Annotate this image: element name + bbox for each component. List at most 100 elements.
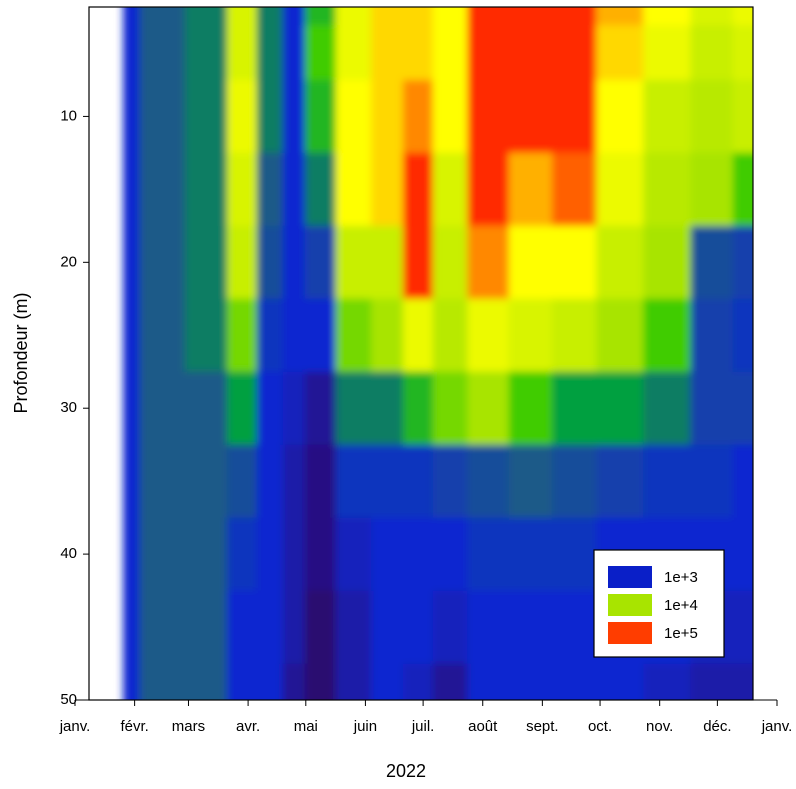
y-tick-label: 20 — [60, 253, 77, 270]
x-tick-label: juil. — [411, 718, 435, 735]
contour-cell — [123, 79, 140, 154]
contour-cell — [335, 298, 372, 373]
contour-cell — [123, 590, 140, 665]
contour-cell — [467, 663, 510, 700]
contour-cell — [139, 225, 186, 300]
contour-cell — [643, 225, 691, 300]
y-tick-label: 30 — [60, 399, 77, 416]
contour-cell — [643, 79, 691, 154]
contour-cell — [371, 371, 404, 446]
contour-cell — [304, 517, 337, 592]
contour-cell — [335, 7, 372, 26]
contour-cell — [282, 225, 306, 300]
contour-cell — [226, 444, 258, 519]
contour-cell — [467, 225, 510, 300]
contour-cell — [402, 7, 434, 26]
x-tick-label: oct. — [588, 718, 612, 735]
contour-field — [123, 7, 753, 700]
x-tick-label: mai — [294, 718, 318, 735]
contour-cell — [732, 371, 753, 446]
legend-label: 1e+4 — [664, 597, 698, 614]
contour-cell — [551, 298, 597, 373]
contour-cell — [596, 152, 644, 227]
contour-cell — [596, 25, 644, 81]
contour-cell — [184, 517, 228, 592]
contour-cell — [551, 371, 597, 446]
y-tick-label: 40 — [60, 545, 77, 562]
contour-cell — [304, 444, 337, 519]
contour-cell — [282, 7, 306, 26]
contour-cell — [690, 225, 734, 300]
contour-cell — [123, 7, 140, 26]
contour-cell — [402, 663, 434, 700]
contour-cell — [184, 663, 228, 700]
contour-cell — [432, 444, 468, 519]
contour-cell — [402, 371, 434, 446]
contour-cell — [184, 590, 228, 665]
contour-cell — [139, 7, 186, 26]
contour-cell — [508, 371, 553, 446]
contour-cell — [371, 298, 404, 373]
contour-cell — [335, 25, 372, 81]
legend-label: 1e+5 — [664, 625, 698, 642]
x-tick-label: sept. — [526, 718, 559, 735]
contour-cell — [256, 298, 284, 373]
contour-cell — [256, 152, 284, 227]
contour-cell — [256, 517, 284, 592]
x-tick-label: janv. — [761, 718, 793, 735]
contour-cell — [508, 79, 553, 154]
x-tick-label: févr. — [120, 718, 148, 735]
contour-cell — [282, 663, 306, 700]
contour-cell — [432, 371, 468, 446]
contour-cell — [226, 663, 258, 700]
contour-cell — [467, 152, 510, 227]
contour-cell — [432, 79, 468, 154]
contour-cell — [551, 225, 597, 300]
contour-cell — [184, 25, 228, 81]
contour-cell — [643, 371, 691, 446]
legend: 1e+3 1e+4 1e+5 — [593, 549, 725, 658]
contour-cell — [256, 590, 284, 665]
contour-cell — [226, 79, 258, 154]
contour-cell — [551, 663, 597, 700]
contour-cell — [282, 371, 306, 446]
contour-cell — [139, 444, 186, 519]
contour-cell — [690, 79, 734, 154]
y-tick-label: 50 — [60, 691, 77, 708]
contour-cell — [467, 25, 510, 81]
contour-cell — [732, 25, 753, 81]
contour-cell — [184, 298, 228, 373]
contour-cell — [432, 7, 468, 26]
contour-cell — [596, 79, 644, 154]
contour-cell — [690, 663, 734, 700]
contour-cell — [282, 444, 306, 519]
contour-cell — [335, 663, 372, 700]
contour-cell — [690, 152, 734, 227]
contour-cell — [596, 444, 644, 519]
contour-cell — [402, 298, 434, 373]
x-tick-label: avr. — [236, 718, 260, 735]
contour-cell — [304, 298, 337, 373]
legend-swatch — [608, 622, 652, 644]
contour-cell — [304, 25, 337, 81]
contour-cell — [123, 298, 140, 373]
contour-cell — [184, 152, 228, 227]
contour-cell — [551, 444, 597, 519]
legend-swatch — [608, 594, 652, 616]
contour-cell — [690, 298, 734, 373]
contour-cell — [371, 7, 404, 26]
contour-cell — [690, 25, 734, 81]
contour-cell — [371, 79, 404, 154]
contour-cell — [256, 444, 284, 519]
contour-cell — [551, 79, 597, 154]
contour-cell — [256, 25, 284, 81]
contour-cell — [256, 7, 284, 26]
contour-cell — [732, 79, 753, 154]
contour-cell — [139, 663, 186, 700]
contour-cell — [256, 663, 284, 700]
contour-cell — [304, 663, 337, 700]
contour-cell — [371, 590, 404, 665]
contour-cell — [732, 152, 753, 227]
contour-cell — [184, 444, 228, 519]
x-tick-label: mars — [172, 718, 205, 735]
